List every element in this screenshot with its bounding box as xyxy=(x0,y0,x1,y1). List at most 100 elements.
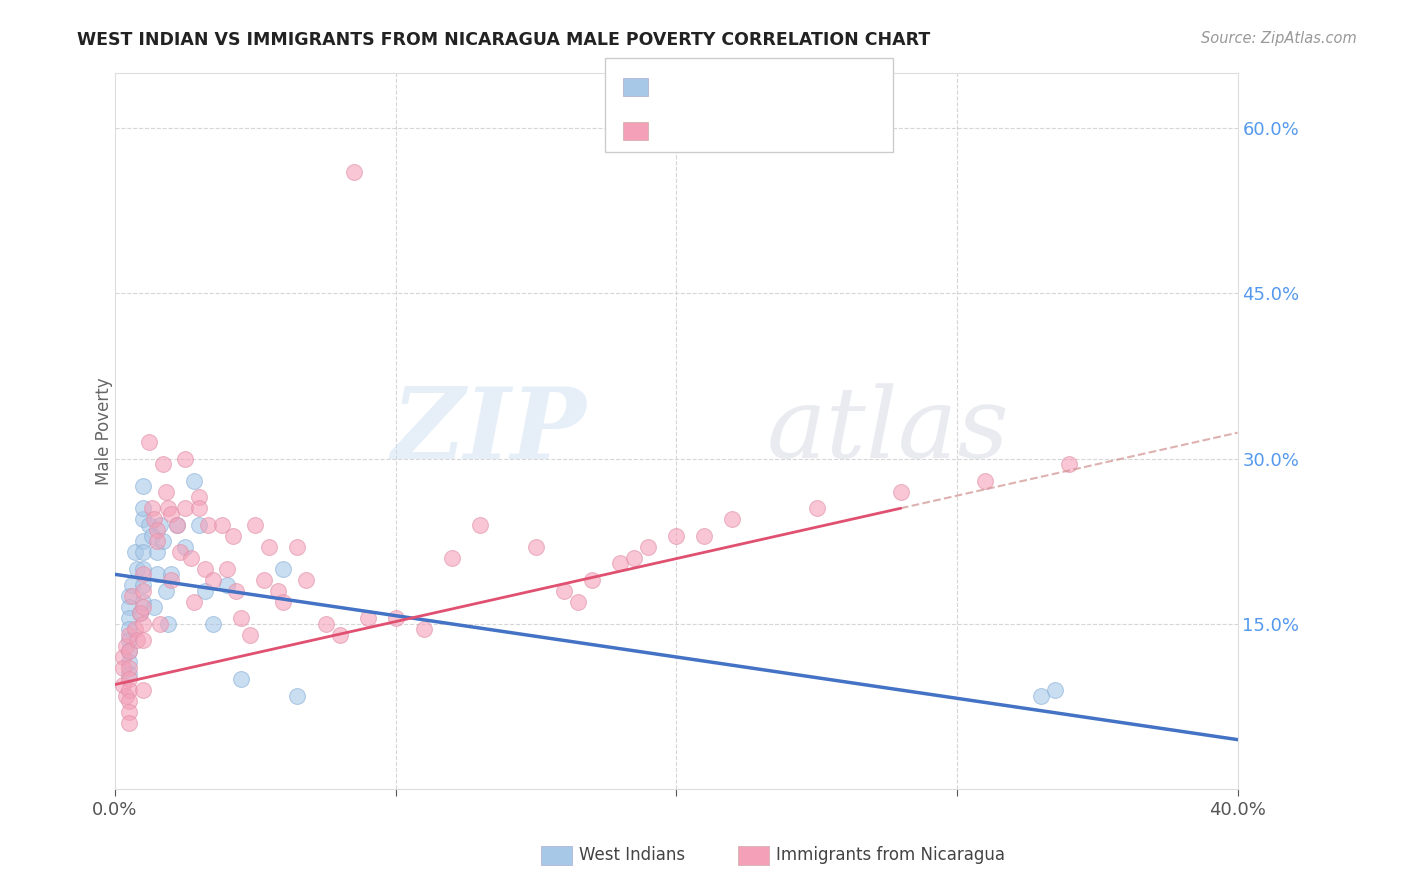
Point xyxy=(623,550,645,565)
Point xyxy=(468,517,491,532)
Text: ZIP: ZIP xyxy=(391,383,586,479)
Point xyxy=(155,583,177,598)
Point xyxy=(132,583,155,598)
Text: 80: 80 xyxy=(794,122,820,140)
Point xyxy=(267,583,290,598)
Point xyxy=(194,583,217,598)
Point xyxy=(127,562,149,576)
Point xyxy=(183,474,205,488)
Point xyxy=(174,501,197,516)
Point xyxy=(188,501,211,516)
Text: WEST INDIAN VS IMMIGRANTS FROM NICARAGUA MALE POVERTY CORRELATION CHART: WEST INDIAN VS IMMIGRANTS FROM NICARAGUA… xyxy=(77,31,931,49)
Point xyxy=(146,523,169,537)
Point xyxy=(295,573,318,587)
Point xyxy=(132,683,155,698)
Point xyxy=(132,600,155,615)
Point xyxy=(412,623,434,637)
Point xyxy=(194,562,217,576)
Point xyxy=(169,545,191,559)
Point xyxy=(202,616,225,631)
Point xyxy=(160,567,183,582)
Point xyxy=(384,611,406,625)
Point xyxy=(174,540,197,554)
Point xyxy=(124,545,146,559)
Text: N =: N = xyxy=(762,78,801,96)
Point xyxy=(553,583,575,598)
Point xyxy=(132,479,155,493)
Point xyxy=(239,628,262,642)
Point xyxy=(188,517,211,532)
Point xyxy=(118,694,141,708)
Point xyxy=(665,529,688,543)
Text: R =: R = xyxy=(659,122,699,140)
Point xyxy=(132,545,155,559)
Point xyxy=(124,623,146,637)
Point xyxy=(1031,689,1053,703)
Point xyxy=(166,517,188,532)
Y-axis label: Male Poverty: Male Poverty xyxy=(96,377,112,485)
Point xyxy=(118,644,141,658)
Point xyxy=(890,484,912,499)
Point xyxy=(231,611,253,625)
Point xyxy=(143,512,166,526)
Point xyxy=(287,689,309,703)
Point xyxy=(132,512,155,526)
Point xyxy=(581,573,603,587)
Point xyxy=(1057,457,1080,471)
Text: 0.310: 0.310 xyxy=(700,122,756,140)
Point xyxy=(121,590,143,604)
Point xyxy=(149,517,172,532)
Point xyxy=(231,672,253,686)
Point xyxy=(328,628,350,642)
Point xyxy=(138,435,160,450)
Point xyxy=(132,534,155,549)
Point xyxy=(567,595,589,609)
Point xyxy=(693,529,716,543)
Point xyxy=(166,517,188,532)
Point xyxy=(132,578,155,592)
Text: N =: N = xyxy=(762,122,801,140)
Point xyxy=(245,517,267,532)
Point xyxy=(118,661,141,675)
Point xyxy=(315,616,337,631)
Point xyxy=(118,611,141,625)
Text: atlas: atlas xyxy=(766,384,1010,479)
Point xyxy=(132,616,155,631)
Point xyxy=(440,550,463,565)
Point xyxy=(129,606,152,620)
Point xyxy=(974,474,997,488)
Point xyxy=(118,705,141,719)
Text: -0.315: -0.315 xyxy=(696,78,761,96)
Point xyxy=(157,616,180,631)
Point xyxy=(273,562,295,576)
Point xyxy=(118,683,141,698)
Point xyxy=(115,639,138,653)
Point xyxy=(118,656,141,670)
Point xyxy=(253,573,276,587)
Point xyxy=(356,611,378,625)
Point xyxy=(160,573,183,587)
Point xyxy=(115,689,138,703)
Point xyxy=(342,165,364,179)
Point xyxy=(160,507,183,521)
Point xyxy=(146,567,169,582)
Text: Source: ZipAtlas.com: Source: ZipAtlas.com xyxy=(1201,31,1357,46)
Point xyxy=(138,517,160,532)
Point xyxy=(141,501,163,516)
Point xyxy=(118,716,141,731)
Point xyxy=(180,550,202,565)
Point xyxy=(157,501,180,516)
Point xyxy=(524,540,547,554)
Text: R =: R = xyxy=(659,78,699,96)
Point xyxy=(127,633,149,648)
Point xyxy=(222,529,245,543)
Point xyxy=(118,666,141,681)
Point xyxy=(273,595,295,609)
Point xyxy=(112,677,135,691)
Point xyxy=(118,628,141,642)
Text: Immigrants from Nicaragua: Immigrants from Nicaragua xyxy=(776,847,1005,864)
Point xyxy=(211,517,233,532)
Point xyxy=(806,501,828,516)
Point xyxy=(188,490,211,504)
Point xyxy=(121,578,143,592)
